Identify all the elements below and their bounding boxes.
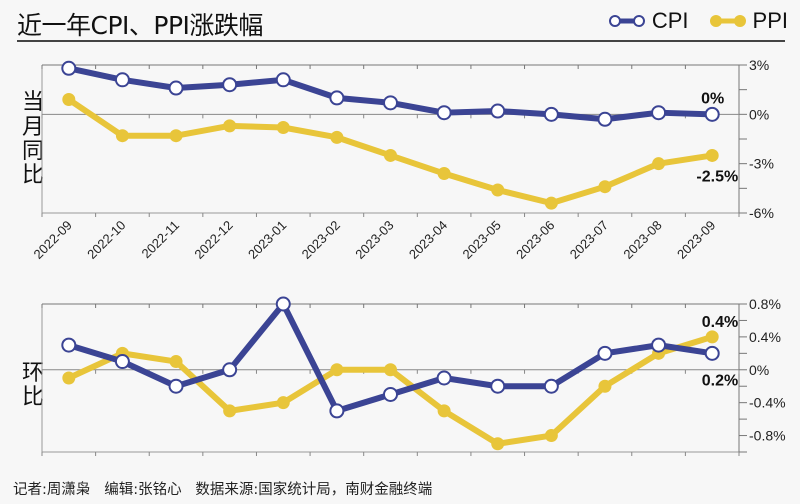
point-cpi [383, 95, 398, 111]
point-cpi [436, 105, 452, 121]
bottom-ylabel-char-1: 比 [22, 385, 44, 410]
point-cpi [597, 111, 613, 127]
x-tick-label: 2022-11 [138, 218, 182, 262]
point-cpi [222, 362, 238, 378]
point-ppi [384, 148, 397, 162]
x-tick-label: 2022-09 [31, 218, 75, 262]
point-ppi [384, 363, 397, 377]
x-axis-labels: 2022-09 2022-10 2022-11 2022-12 2023-01 2023-… [31, 218, 719, 262]
point-ppi [437, 167, 451, 181]
point-cpi [490, 103, 506, 119]
bottom-ylabel-char-0: 环 [22, 361, 44, 386]
point-ppi [62, 371, 76, 385]
point-ppi [652, 157, 666, 171]
y-tick-label: -6% [749, 205, 774, 221]
point-ppi [598, 180, 612, 194]
mom-chart: 0.8% 0.4% 0% -0.4% -0.8% 0.4% 0.2% [41, 296, 786, 456]
point-ppi [169, 355, 183, 369]
point-cpi [651, 105, 667, 121]
y-tick-label: -0.8% [749, 428, 786, 444]
x-tick-label: 2023-01 [245, 218, 289, 262]
series-line-cpi [68, 65, 713, 123]
point-cpi [168, 80, 184, 96]
point-ppi [169, 129, 183, 143]
x-tick-label: 2022-10 [84, 218, 128, 262]
top-ylabel-char-3: 比 [22, 163, 44, 188]
chart-title: 近一年CPI、PPI涨跌幅 [17, 11, 263, 40]
legend-item-cpi: CPI [608, 8, 689, 34]
point-ppi [491, 437, 505, 451]
point-cpi [704, 345, 720, 361]
point-cpi [168, 378, 184, 394]
point-cpi [436, 370, 452, 386]
point-cpi [383, 386, 398, 402]
point-ppi [705, 148, 719, 162]
y-tick-label: 0.4% [749, 329, 781, 345]
point-ppi [276, 396, 290, 410]
point-cpi [543, 106, 559, 122]
yoy-chart: 3% 0% -3% -6% 0% -2.5% [41, 57, 774, 221]
point-ppi [115, 129, 129, 143]
point-cpi [329, 403, 345, 419]
title-divider [17, 40, 785, 42]
hollow-circle-line-icon [608, 15, 645, 27]
point-ppi [223, 404, 237, 418]
y-tick-label: 0.8% [749, 296, 781, 312]
x-tick-label: 2023-04 [406, 218, 450, 262]
y-tick-label: 3% [749, 57, 769, 73]
y-tick-label: 0% [749, 362, 769, 378]
legend-label-cpi: CPI [651, 8, 689, 33]
point-ppi [544, 429, 558, 443]
x-tick-label: 2023-02 [299, 218, 343, 262]
point-ppi [544, 196, 558, 210]
annotation-ppi-latest: 0.4% [702, 314, 738, 331]
annotation-ppi-latest: -2.5% [696, 168, 738, 185]
point-cpi [597, 345, 613, 361]
point-ppi [62, 93, 76, 107]
point-ppi [437, 404, 451, 418]
point-cpi [543, 378, 559, 394]
x-tick-label: 2023-08 [620, 218, 664, 262]
point-cpi [114, 72, 130, 88]
top-ylabel-char-0: 当 [22, 90, 44, 115]
legend-label-ppi: PPI [752, 8, 788, 33]
point-ppi [223, 119, 237, 133]
top-ylabel-char-1: 月 [22, 115, 44, 140]
x-tick-label: 2023-09 [674, 218, 718, 262]
x-tick-label: 2022-12 [191, 218, 235, 262]
top-ylabel: 当 月 同 比 [22, 90, 44, 188]
point-ppi [491, 183, 505, 197]
point-ppi [276, 120, 290, 134]
point-ppi [598, 379, 612, 393]
point-cpi [275, 296, 291, 312]
point-cpi [222, 77, 238, 93]
y-tick-label: -0.4% [749, 395, 786, 411]
point-ppi [330, 130, 344, 144]
legend: CPI PPI [608, 8, 788, 34]
annotation-cpi-latest: 0% [701, 90, 724, 107]
legend-item-ppi: PPI [709, 8, 788, 34]
footer-credits: 记者:周潇枭 编辑:张铭心 数据来源:国家统计局，南财金融终端 [13, 482, 433, 498]
x-tick-label: 2023-03 [352, 218, 396, 262]
x-tick-label: 2023-06 [513, 218, 557, 262]
point-cpi [490, 378, 506, 394]
point-cpi [114, 354, 130, 370]
point-cpi [61, 60, 77, 76]
point-cpi [61, 337, 77, 353]
bottom-ylabel: 环 比 [22, 361, 44, 410]
point-ppi [705, 330, 719, 344]
point-cpi [275, 72, 291, 88]
point-cpi [329, 90, 345, 106]
y-tick-label: -3% [749, 156, 774, 172]
filled-circle-line-icon [709, 15, 746, 27]
point-cpi [651, 337, 667, 353]
annotation-cpi-latest: 0.2% [702, 372, 738, 389]
top-ylabel-char-2: 同 [22, 139, 44, 164]
x-tick-label: 2023-07 [567, 218, 611, 262]
point-cpi [704, 106, 720, 122]
y-tick-label: 0% [749, 106, 769, 122]
x-tick-label: 2023-05 [460, 218, 504, 262]
point-ppi [330, 363, 344, 377]
